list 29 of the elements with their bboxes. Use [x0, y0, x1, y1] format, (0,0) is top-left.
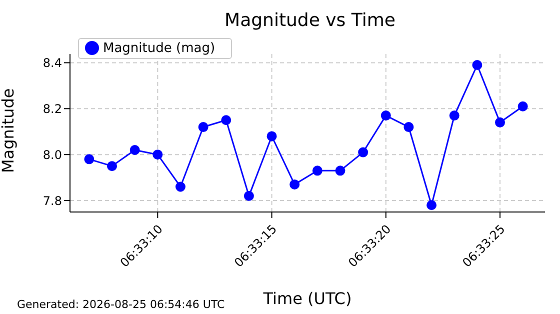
- legend-label: Magnitude (mag): [103, 41, 216, 56]
- y-tick-label: 8.4: [42, 56, 62, 70]
- point: [404, 122, 414, 132]
- point: [472, 60, 482, 70]
- text: Generated: 2026-08-25 06:54:46 UTC: [17, 298, 225, 311]
- point: [449, 110, 460, 121]
- point: [380, 110, 391, 121]
- y-tick-label: 7.8: [42, 194, 62, 208]
- chart-title: Magnitude vs Time: [224, 10, 396, 31]
- x-axis-title: Time (UTC): [262, 289, 352, 308]
- point: [107, 161, 118, 172]
- point: [495, 117, 506, 128]
- y-tick-label: 8.2: [42, 102, 62, 116]
- point: [244, 190, 254, 201]
- point: [198, 122, 208, 132]
- point: [84, 154, 94, 164]
- y-axis-title: Magnitude: [0, 88, 18, 173]
- point: [335, 166, 346, 176]
- point: [175, 182, 186, 192]
- point: [130, 144, 140, 155]
- point: [312, 166, 322, 176]
- point: [426, 200, 437, 210]
- point: [358, 147, 368, 158]
- y-tick-label: 8.0: [42, 148, 62, 162]
- point: [152, 150, 163, 160]
- point: [518, 101, 528, 112]
- point: [290, 179, 300, 190]
- point: [221, 115, 232, 126]
- point: [266, 131, 277, 142]
